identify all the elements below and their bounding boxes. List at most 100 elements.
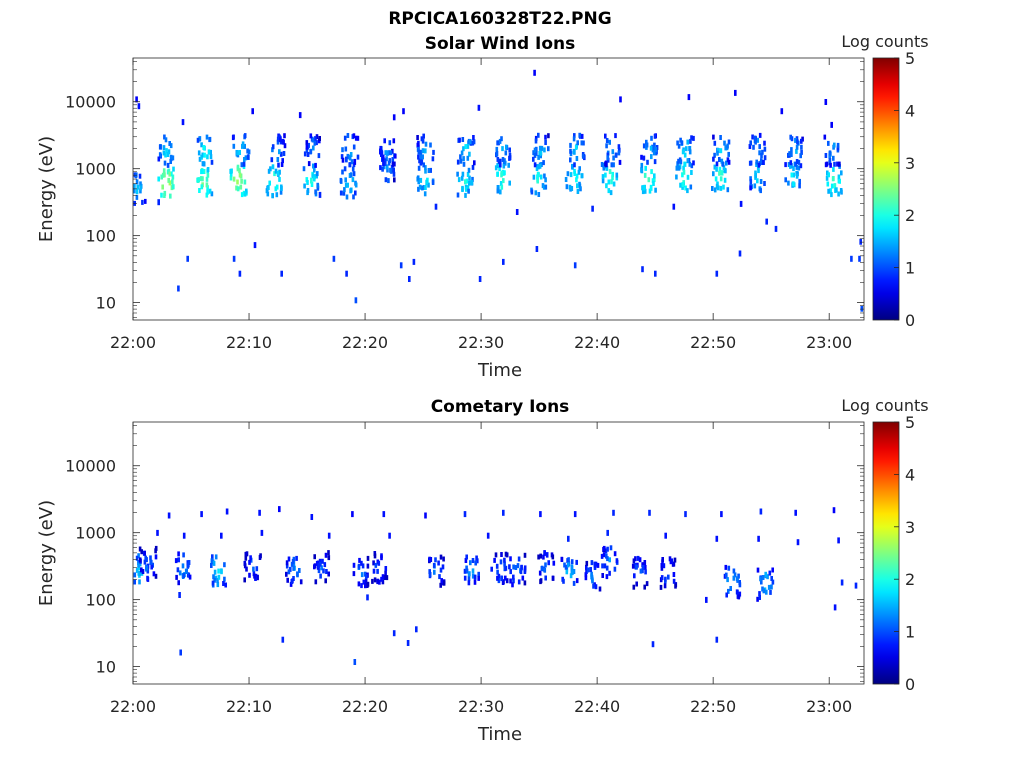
spectrogram-cell (135, 194, 139, 200)
spectrogram-cell (319, 573, 322, 579)
y-tick-label: 1000 (75, 160, 116, 179)
spectrogram-cell (345, 270, 348, 277)
spectrogram-cell (157, 176, 160, 182)
colorbar: 0 1 2 3 4 5 (872, 413, 915, 694)
spectrogram-cell (188, 574, 192, 580)
spectrogram-cell (727, 139, 731, 145)
spectrogram-cell (769, 589, 772, 595)
spectrogram-cell (432, 149, 435, 155)
spectrogram-cell (586, 567, 590, 573)
spectrogram-cell (417, 154, 420, 160)
spectrogram-cell (681, 182, 685, 187)
spectrogram-cell (210, 558, 214, 564)
spectrogram-cell (243, 563, 247, 569)
x-tick-label: 22:50 (690, 333, 736, 352)
spectrogram-cell (466, 172, 470, 177)
spectrogram-cell (761, 575, 765, 580)
spectrogram-cell (271, 147, 274, 153)
spectrogram-cell (668, 556, 672, 562)
spectrogram-cell (688, 161, 692, 167)
spectrogram-cell (590, 560, 594, 566)
spectrogram-cell (792, 172, 795, 178)
spectrogram-cell (677, 158, 680, 164)
spectrogram-cell (675, 174, 678, 180)
spectrogram-cell (394, 153, 397, 159)
spectrogram-cell (795, 159, 799, 164)
spectrogram-cell (503, 170, 506, 176)
spectrogram-cell (795, 164, 799, 170)
spectrogram-cell (569, 142, 572, 148)
spectrogram-cell (738, 250, 742, 257)
spectrogram-cell (206, 172, 210, 178)
burst (676, 135, 695, 166)
spectrogram-cell (172, 166, 175, 172)
spectrogram-cell (465, 554, 468, 560)
spectrogram-cell (307, 161, 311, 167)
spectrogram-cell (500, 575, 503, 581)
spectrogram-cell (500, 136, 503, 142)
spectrogram-cell (282, 151, 286, 156)
spectrogram-cell (511, 582, 514, 588)
spectrogram-cell (644, 565, 647, 570)
burst (640, 162, 657, 195)
spectrogram-cell (146, 568, 150, 574)
spectrogram-cell (496, 575, 499, 581)
spectrogram-cell (504, 150, 508, 156)
spectrogram-cell (644, 569, 647, 575)
spectrogram-cell (532, 150, 535, 156)
spectrogram-cell (567, 557, 570, 563)
spectrogram-cell (389, 150, 393, 156)
spectrogram-cell (839, 188, 843, 193)
spectrogram-cell (672, 572, 676, 577)
burst (495, 136, 512, 168)
spectrogram-cell (464, 558, 468, 563)
spectrogram-cell (143, 559, 147, 565)
spectrogram-cell (473, 160, 476, 166)
spectrogram-cell (798, 178, 801, 184)
burst (456, 135, 476, 167)
spectrogram-cell (343, 187, 346, 193)
burst (313, 550, 331, 585)
spectrogram-cell (619, 96, 622, 103)
spectrogram-cell (174, 558, 178, 564)
spectrogram-cell (408, 276, 411, 282)
spectrogram-cell (715, 183, 719, 189)
spectrogram-cell (477, 571, 480, 577)
spectrogram-cell (503, 557, 506, 563)
spectrogram-cell (362, 579, 366, 585)
spectrogram-cell (465, 568, 469, 574)
spectrogram-cell (826, 181, 830, 187)
spectrogram-cell (533, 147, 537, 153)
spectrogram-cell (406, 640, 410, 646)
spectrogram-cell (537, 154, 540, 160)
spectrogram-cell (135, 189, 139, 195)
axes: 22:00 22:10 22:20 22:30 22:40 22:50 23:00 10 100… (65, 421, 865, 716)
spectrogram-cell (572, 136, 576, 142)
spectrogram-cell (500, 552, 503, 557)
spectrogram-cell (592, 583, 595, 589)
colorbar-tick-label: 2 (905, 570, 915, 589)
spectrogram-cell (380, 555, 383, 561)
spectrogram-cell (509, 569, 512, 575)
spectrogram-cell (280, 162, 284, 167)
spectrogram-cell (290, 579, 294, 584)
x-tick-label: 22:40 (574, 333, 620, 352)
spectrogram-cell (654, 270, 657, 277)
spectrogram-cell (523, 565, 527, 571)
spectrogram-cell (223, 576, 226, 582)
spectrogram-cell (675, 165, 679, 171)
spectrogram-cell (381, 579, 385, 585)
spectrogram-cell (283, 133, 286, 139)
spectrogram-cell (759, 508, 763, 515)
spectrogram-cell (720, 511, 723, 518)
spectrogram-cell (276, 136, 280, 142)
spectrogram-cell (602, 552, 606, 558)
burst (428, 554, 446, 588)
spectrogram-cell (175, 574, 178, 580)
spectrogram-cell (800, 144, 803, 150)
spectrogram-cell (825, 161, 829, 167)
spectrogram-cell (780, 108, 784, 115)
spectrogram-cell (245, 188, 248, 194)
spectrogram-cell (290, 561, 294, 567)
spectrogram-cell (539, 553, 542, 559)
